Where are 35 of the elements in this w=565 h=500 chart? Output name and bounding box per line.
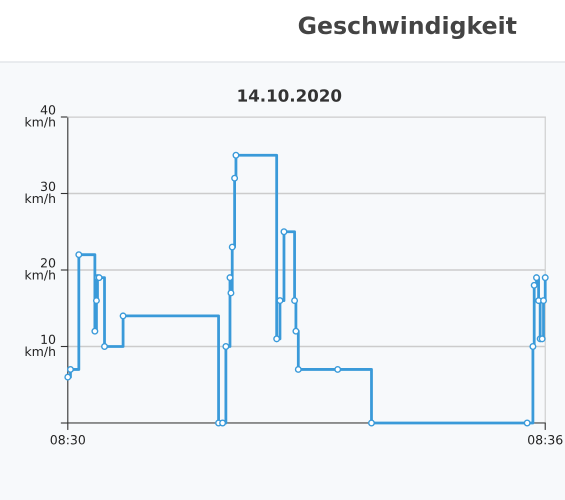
point: [280, 228, 288, 236]
y-tick-label: 40 km/h: [26, 105, 56, 128]
point: [533, 274, 540, 282]
x-tick-label: 08:36: [528, 435, 562, 444]
point: [524, 420, 531, 426]
y-tick-label: 10 km/h: [26, 334, 56, 358]
point: [232, 152, 240, 159]
y-tick-label: 20 km/h: [26, 258, 56, 281]
y-tick-label: 30 km/h: [26, 182, 56, 204]
point: [540, 297, 547, 304]
point: [64, 374, 72, 381]
point: [292, 328, 300, 335]
point: [291, 297, 298, 304]
point: [92, 297, 100, 304]
point: [529, 343, 536, 350]
point: [227, 289, 234, 296]
point: [228, 244, 236, 251]
point: [101, 343, 108, 350]
point: [368, 420, 375, 426]
point: [231, 174, 238, 182]
point: [75, 251, 82, 258]
point: [222, 343, 230, 350]
point: [226, 274, 234, 282]
point: [120, 312, 127, 320]
point: [530, 282, 538, 289]
chart-subtitle: 14.10.2020: [238, 89, 342, 102]
point: [67, 366, 74, 373]
point: [219, 420, 226, 426]
chart-title: Geschwindigkeit: [298, 16, 516, 40]
point: [294, 366, 302, 373]
point: [273, 335, 280, 342]
point: [334, 366, 342, 373]
x-tick-label: 08:30: [50, 435, 85, 444]
point: [91, 328, 98, 335]
point: [542, 274, 549, 282]
